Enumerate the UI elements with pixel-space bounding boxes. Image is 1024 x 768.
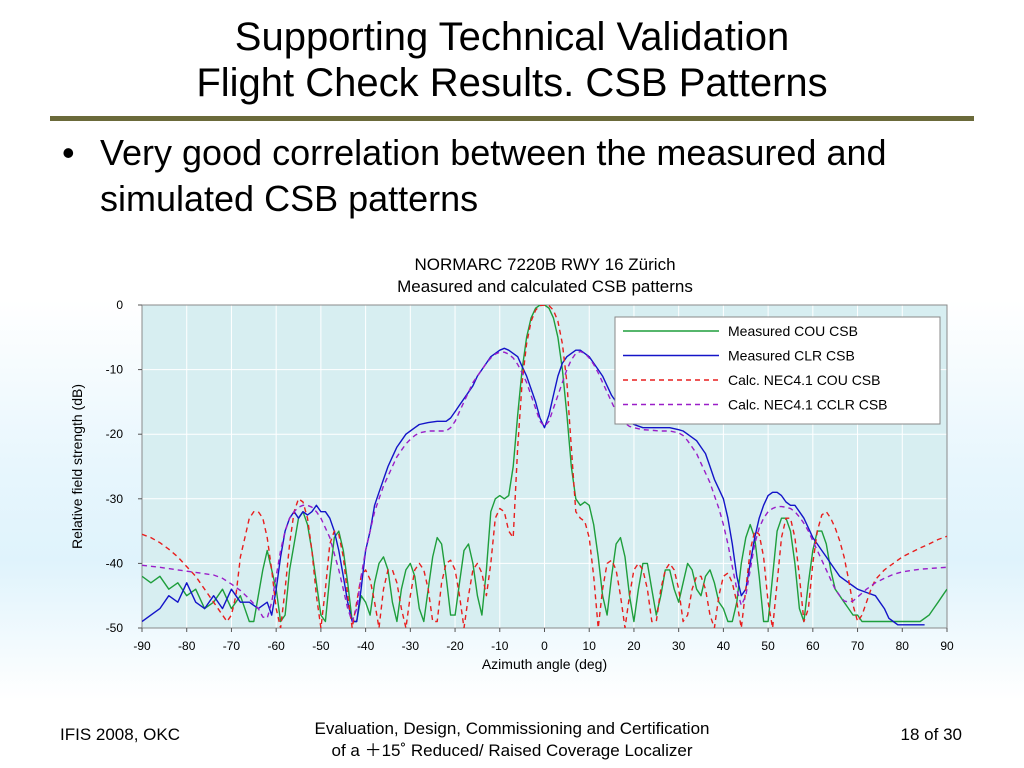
legend-label-2: Measured CLR CSB — [728, 348, 855, 364]
series-line-4 — [142, 350, 947, 623]
y-tick-label: 0 — [116, 298, 123, 312]
x-tick-label: 80 — [896, 639, 910, 653]
x-tick-label: 0 — [541, 639, 548, 653]
series-line-1 — [142, 305, 947, 623]
chart-title: NORMARC 7220B RWY 16 Zürich Measured and… — [245, 254, 845, 298]
legend-label-4: Calc. NEC4.1 CCLR CSB — [728, 397, 888, 413]
legend-label-1: Measured COU CSB — [728, 323, 858, 339]
chart-title-line1: NORMARC 7220B RWY 16 Zürich — [414, 255, 676, 274]
title-divider — [50, 116, 974, 121]
y-tick-label: -40 — [106, 556, 124, 570]
y-tick-label: -20 — [106, 427, 124, 441]
x-tick-label: -60 — [267, 639, 285, 653]
x-tick-label: -90 — [133, 639, 151, 653]
footer-conference: IFIS 2008, OKC — [60, 725, 180, 744]
x-tick-label: 20 — [627, 639, 641, 653]
slide-title: Supporting Technical Validation Flight C… — [0, 14, 1024, 106]
footer-description-line2: of a ＋15˚ Reduced/ Raised Coverage Local… — [331, 741, 693, 760]
y-tick-label: -30 — [106, 492, 124, 506]
bullet-text: Very good correlation between the measur… — [100, 132, 887, 219]
y-tick-label: -50 — [106, 621, 124, 635]
y-axis-label: Relative field strength (dB) — [69, 384, 85, 549]
x-tick-label: 30 — [672, 639, 686, 653]
x-tick-label: -70 — [223, 639, 241, 653]
slide-title-line1: Supporting Technical Validation — [234, 15, 790, 59]
x-tick-label: -80 — [178, 639, 196, 653]
x-tick-label: -50 — [312, 639, 330, 653]
footer-description: Evaluation, Design, Commissioning and Ce… — [262, 718, 762, 762]
x-tick-label: -20 — [446, 639, 464, 653]
x-tick-label: 50 — [761, 639, 775, 653]
x-tick-label: 70 — [851, 639, 865, 653]
x-tick-label: 40 — [717, 639, 731, 653]
x-tick-label: -40 — [357, 639, 375, 653]
footer-page-number: 18 of 30 — [900, 725, 962, 744]
x-tick-label: -10 — [491, 639, 509, 653]
chart-title-line2: Measured and calculated CSB patterns — [397, 277, 693, 296]
legend-box — [614, 316, 941, 425]
legend-label-3: Calc. NEC4.1 COU CSB — [728, 372, 880, 388]
x-tick-label: -30 — [402, 639, 420, 653]
x-tick-label: 90 — [940, 639, 954, 653]
x-tick-label: 60 — [806, 639, 820, 653]
y-tick-label: -10 — [106, 363, 124, 377]
footer-description-line1: Evaluation, Design, Commissioning and Ce… — [314, 719, 710, 738]
bullet-marker: • — [62, 132, 75, 173]
slide-title-line2: Flight Check Results. CSB Patterns — [196, 61, 828, 105]
series-line-2 — [142, 347, 925, 626]
x-axis-label: Azimuth angle (deg) — [482, 656, 607, 672]
x-tick-label: 10 — [583, 639, 597, 653]
csb-pattern-chart: -90 -80 -70 -60 -50 -40 -30 -20 -10 0 10 20 30 40 50 60… — [69, 298, 954, 672]
